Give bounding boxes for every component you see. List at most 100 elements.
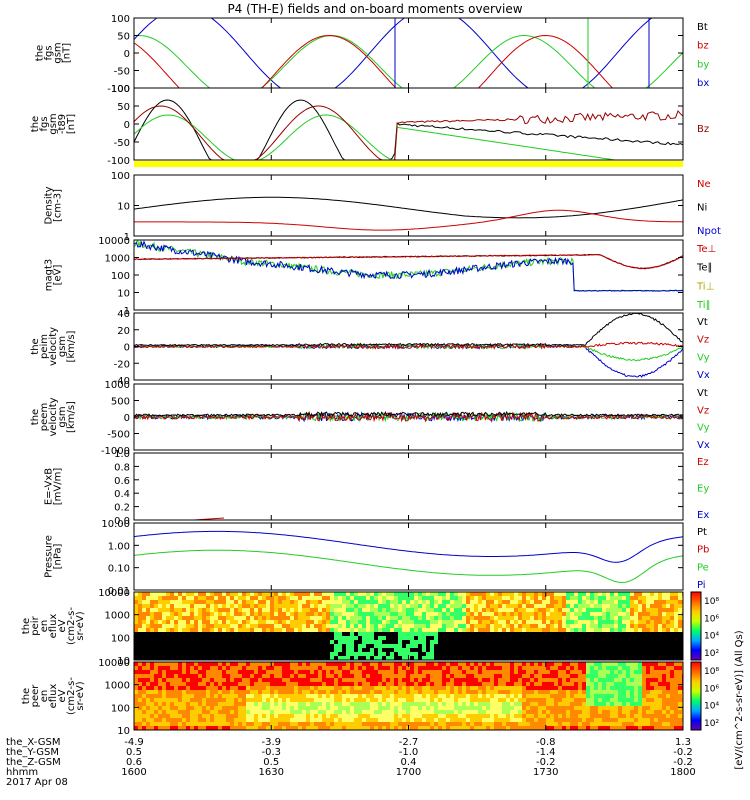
spectrogram-cell [326, 702, 330, 706]
spectrogram-cell [166, 652, 170, 656]
spectrogram-cell [450, 596, 454, 600]
spectrogram-cell [646, 666, 650, 670]
spectrogram-cell [286, 616, 290, 620]
spectrogram-cell [190, 604, 194, 608]
spectrogram-cell [210, 718, 214, 722]
spectrogram-cell [406, 718, 410, 722]
spectrogram-cell [342, 636, 346, 640]
spectrogram-cell [302, 726, 306, 730]
spectrogram-cell [550, 648, 554, 652]
spectrogram-cell [634, 596, 638, 600]
spectrogram-cell [538, 674, 542, 678]
spectrogram-cell [170, 608, 174, 612]
spectrogram-cell [482, 682, 486, 686]
spectrogram-cell [402, 636, 406, 640]
spectrogram-cell [230, 596, 234, 600]
spectrogram-cell [258, 722, 262, 726]
spectrogram-cell [206, 686, 210, 690]
spectrogram-cell [562, 644, 566, 648]
spectrogram-cell [650, 632, 654, 636]
spectrogram-cell [310, 726, 314, 730]
spectrogram-cell [530, 682, 534, 686]
spectrogram-cell [630, 710, 634, 714]
spectrogram-cell [230, 690, 234, 694]
spectrogram-cell [646, 656, 650, 660]
spectrogram-cell [206, 666, 210, 670]
spectrogram-cell [362, 620, 366, 624]
spectrogram-cell [346, 612, 350, 616]
spectrogram-cell [434, 640, 438, 644]
spectrogram-cell [422, 628, 426, 632]
legend-vx: Vx [697, 370, 710, 381]
y-tick-label: 1000 [105, 611, 130, 622]
spectrogram-cell [618, 644, 622, 648]
spectrogram-cell [174, 662, 178, 666]
spectrogram-cell [154, 592, 158, 596]
spectrogram-cell [366, 628, 370, 632]
spectrogram-cell [378, 652, 382, 656]
spectrogram-cell [254, 710, 258, 714]
spectrogram-cell [534, 624, 538, 628]
spectrogram-cell [498, 710, 502, 714]
spectrogram-cell [530, 710, 534, 714]
y-axis-label: thepeemvelocitygsm[km/s] [30, 397, 77, 436]
spectrogram-cell [146, 624, 150, 628]
spectrogram-cell [478, 648, 482, 652]
spectrogram-cell [282, 726, 286, 730]
spectrogram-cell [346, 616, 350, 620]
spectrogram-cell [602, 612, 606, 616]
spectrogram-cell [290, 604, 294, 608]
y-axis-label-line: [nPa] [53, 543, 64, 569]
spectrogram-cell [530, 718, 534, 722]
spectrogram-cell [646, 674, 650, 678]
spectrogram-cell [374, 648, 378, 652]
spectrogram-cell [186, 656, 190, 660]
spectrogram-cell [578, 698, 582, 702]
spectrogram-cell [410, 628, 414, 632]
spectrogram-cell [478, 674, 482, 678]
spectrogram-cell [518, 652, 522, 656]
spectrogram-cell [270, 670, 274, 674]
spectrogram-cell [374, 652, 378, 656]
spectrogram-cell [270, 710, 274, 714]
spectrogram-cell [498, 670, 502, 674]
spectrogram-cell [322, 612, 326, 616]
spectrogram-cell [462, 644, 466, 648]
spectrogram-cell [390, 632, 394, 636]
spectrogram-cell [562, 678, 566, 682]
spectrogram-cell [174, 628, 178, 632]
spectrogram-cell [518, 624, 522, 628]
spectrogram-cell [590, 690, 594, 694]
spectrogram-cell [194, 636, 198, 640]
spectrogram-cell [390, 722, 394, 726]
spectrogram-cell [398, 678, 402, 682]
spectrogram-cell [322, 656, 326, 660]
spectrogram-cell [266, 718, 270, 722]
spectrogram-cell [582, 600, 586, 604]
spectrogram-cell [146, 616, 150, 620]
spectrogram-cell [586, 648, 590, 652]
spectrogram-cell [622, 656, 626, 660]
spectrogram-cell [358, 662, 362, 666]
spectrogram-cell [438, 710, 442, 714]
spectrogram-cell [342, 686, 346, 690]
spectrogram-cell [522, 686, 526, 690]
spectrogram-cell [242, 686, 246, 690]
spectrogram-cell [618, 678, 622, 682]
spectrogram-cell [614, 698, 618, 702]
spectrogram-cell [234, 678, 238, 682]
spectrogram-cell [602, 670, 606, 674]
spectrogram-cell [270, 702, 274, 706]
spectrogram-cell [258, 718, 262, 722]
spectrogram-cell [418, 694, 422, 698]
spectrogram-cell [482, 632, 486, 636]
spectrogram-cell [642, 690, 646, 694]
spectrogram-cell [178, 652, 182, 656]
spectrogram-cell [610, 592, 614, 596]
spectrogram-cell [278, 710, 282, 714]
spectrogram-cell [646, 714, 650, 718]
spectrogram-cell [442, 656, 446, 660]
spectrogram-cell [582, 640, 586, 644]
spectrogram-cell [350, 666, 354, 670]
spectrogram-cell [634, 592, 638, 596]
